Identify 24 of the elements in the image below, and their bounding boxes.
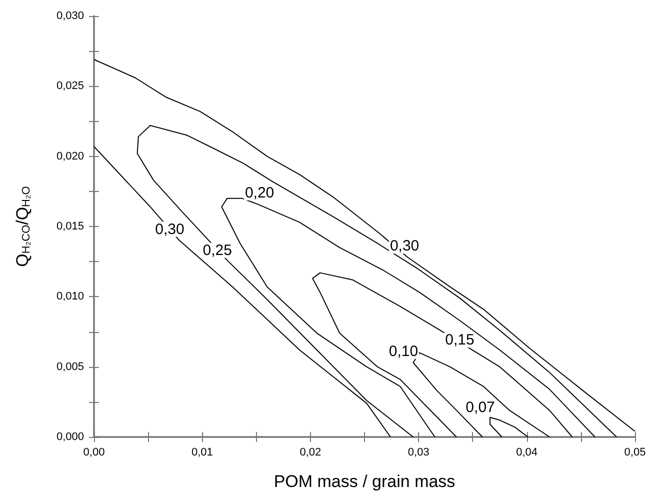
y-axis-title: QH₂CO/QH₂O bbox=[13, 186, 32, 267]
x-tick-label: 0,00 bbox=[83, 446, 105, 458]
y-tick-label: 0,015 bbox=[56, 220, 84, 232]
y-tick-label: 0,010 bbox=[56, 290, 84, 303]
y-tick-label: 0,000 bbox=[56, 431, 84, 443]
line-series bbox=[312, 272, 573, 438]
annotation: 0,07 bbox=[466, 399, 495, 416]
line-series bbox=[490, 416, 528, 438]
x-tick-label: 0,01 bbox=[191, 446, 213, 458]
x-tick-label: 0,05 bbox=[624, 446, 646, 458]
y-tick-label: 0,025 bbox=[56, 80, 84, 92]
annotation: 0,30 bbox=[155, 220, 184, 238]
x-tick-label: 0,04 bbox=[516, 446, 538, 458]
annotation: 0,10 bbox=[388, 342, 418, 360]
y-tick-label: 0,005 bbox=[56, 360, 84, 373]
x-tick-label: 0,03 bbox=[408, 446, 430, 458]
y-tick-label: 0,030 bbox=[56, 10, 84, 22]
annotation: 0,15 bbox=[445, 332, 474, 349]
x-axis-title: POM mass / grain mass bbox=[274, 472, 456, 491]
annotation: 0,30 bbox=[390, 238, 420, 255]
annotation: 0,25 bbox=[202, 242, 232, 259]
y-tick-label: 0,020 bbox=[56, 150, 84, 162]
x-tick-label: 0,02 bbox=[300, 446, 322, 458]
annotation: 0,20 bbox=[244, 184, 274, 202]
